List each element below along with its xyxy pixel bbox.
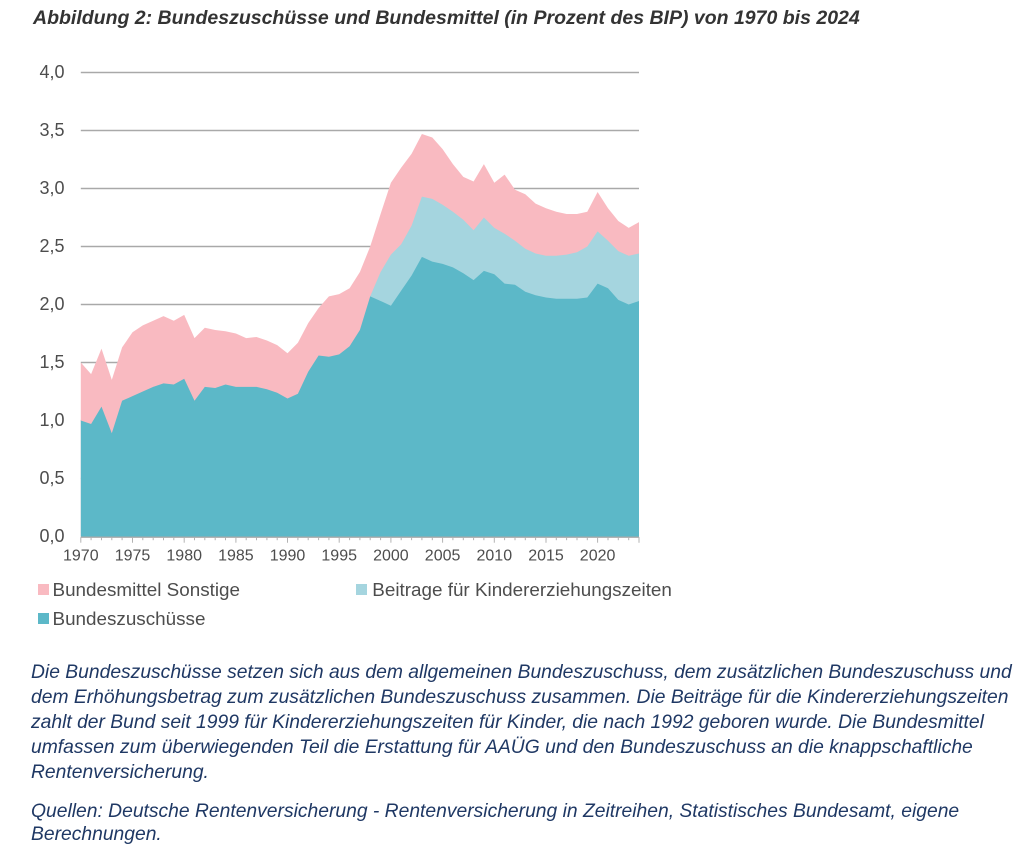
svg-text:2000: 2000 — [373, 548, 409, 565]
svg-text:1995: 1995 — [321, 548, 357, 565]
svg-text:4,0: 4,0 — [39, 62, 64, 82]
svg-text:2005: 2005 — [425, 548, 461, 565]
svg-text:3,0: 3,0 — [39, 178, 64, 198]
svg-text:1985: 1985 — [218, 548, 254, 565]
svg-text:1990: 1990 — [270, 548, 306, 565]
svg-text:2020: 2020 — [580, 548, 616, 565]
svg-text:1980: 1980 — [166, 548, 202, 565]
svg-text:3,5: 3,5 — [39, 120, 64, 140]
svg-text:1,0: 1,0 — [39, 410, 64, 430]
svg-text:0,5: 0,5 — [39, 468, 64, 488]
svg-text:1,5: 1,5 — [39, 352, 64, 372]
svg-text:0,0: 0,0 — [39, 526, 64, 546]
svg-text:1975: 1975 — [115, 548, 151, 565]
svg-text:2010: 2010 — [477, 548, 513, 565]
svg-text:2015: 2015 — [528, 548, 564, 565]
svg-text:1970: 1970 — [63, 548, 99, 565]
svg-text:2,0: 2,0 — [39, 294, 64, 314]
svg-text:2,5: 2,5 — [39, 236, 64, 256]
